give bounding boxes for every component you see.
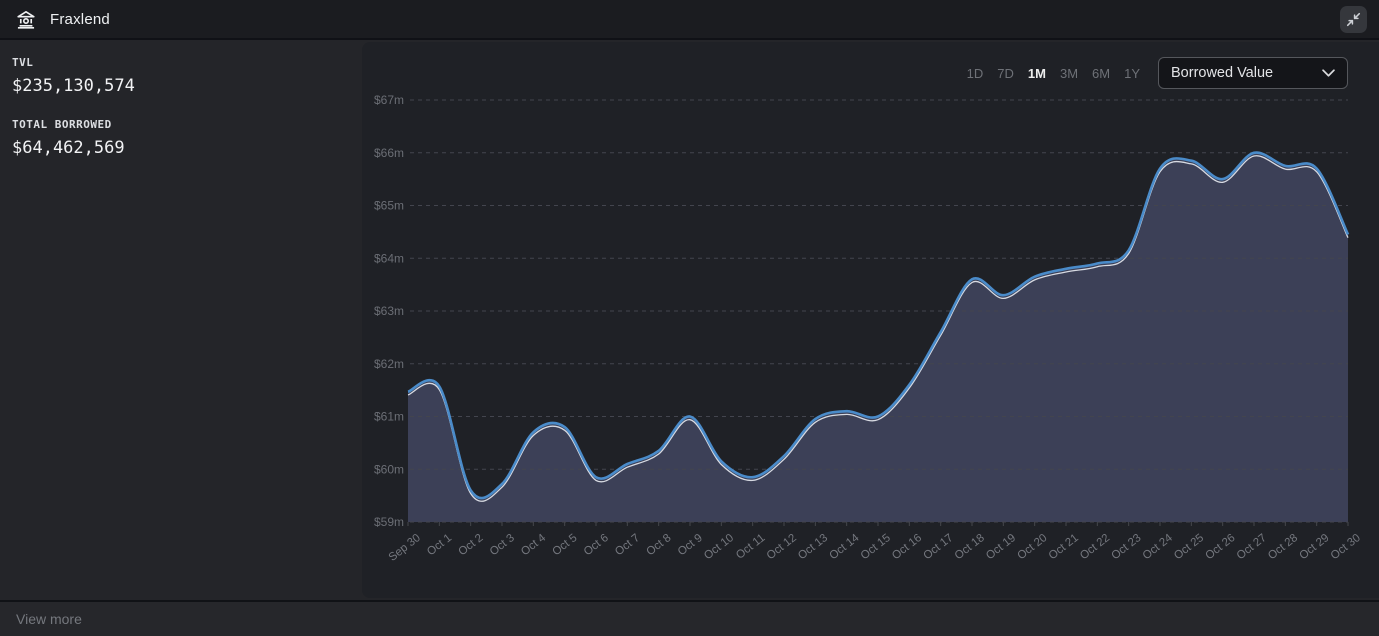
x-axis-label: Oct 19: [984, 532, 1018, 562]
x-axis-label: Oct 20: [1015, 532, 1049, 562]
range-selector: 1D 7D 1M 3M 6M 1Y: [967, 66, 1140, 81]
y-axis-label: $63m: [374, 304, 404, 318]
y-axis-label: $64m: [374, 251, 404, 265]
x-axis-label: Oct 1: [425, 532, 454, 558]
chart-line-primary: [407, 151, 1350, 500]
range-button-6m[interactable]: 6M: [1092, 65, 1111, 81]
view-more-button[interactable]: View more: [16, 611, 82, 627]
x-axis-label: Oct 27: [1235, 532, 1269, 562]
chevron-down-icon: [1322, 69, 1335, 77]
x-axis-label: Oct 24: [1141, 532, 1176, 563]
range-button-7d[interactable]: 7D: [997, 65, 1014, 81]
y-axis-label: $67m: [374, 93, 404, 107]
y-axis-label: $59m: [374, 515, 404, 529]
x-axis-label: Oct 7: [613, 532, 642, 558]
bank-icon: [14, 8, 38, 30]
page-title: Fraxlend: [50, 10, 110, 28]
x-axis-label: Oct 3: [488, 532, 517, 558]
x-axis-label: Oct 4: [519, 532, 549, 559]
x-axis-label: Oct 12: [765, 532, 799, 562]
stat-tvl: TVL $235,130,574: [12, 56, 350, 96]
x-axis-label: Oct 18: [953, 532, 987, 562]
y-axis-label: $66m: [374, 146, 404, 160]
x-axis-label: Oct 2: [456, 532, 485, 558]
collapse-icon: [1346, 12, 1361, 26]
chart-controls: 1D 7D 1M 3M 6M 1Y Borrowed Value: [967, 57, 1348, 89]
x-axis-label: Oct 30: [1329, 532, 1363, 562]
x-axis-label: Oct 26: [1203, 532, 1237, 562]
x-axis-label: Oct 17: [921, 532, 955, 562]
x-axis-label: Oct 6: [582, 532, 611, 558]
x-axis-label: Oct 13: [796, 532, 830, 562]
x-axis-label: Oct 8: [644, 532, 673, 558]
x-axis-label: Sep 30: [387, 532, 423, 564]
x-axis-label: Oct 9: [676, 532, 705, 558]
x-axis-label: Oct 5: [550, 532, 579, 558]
collapse-button[interactable]: [1340, 5, 1367, 33]
x-axis-label: Oct 14: [827, 532, 862, 563]
x-axis-label: Oct 16: [890, 532, 924, 562]
stat-total-borrowed-label: TOTAL BORROWED: [12, 118, 112, 131]
app-header: Fraxlend: [0, 0, 1379, 40]
stat-total-borrowed: TOTAL BORROWED $64,462,569: [12, 118, 350, 158]
x-axis-label: Oct 11: [734, 532, 767, 562]
stats-panel: TVL $235,130,574 TOTAL BORROWED $64,462,…: [0, 42, 362, 598]
x-axis-label: Oct 10: [702, 532, 736, 562]
stat-total-borrowed-value: $64,462,569: [12, 138, 125, 158]
y-axis-label: $62m: [374, 357, 404, 371]
stat-tvl-label: TVL: [12, 56, 34, 69]
range-button-3m[interactable]: 3M: [1059, 65, 1079, 81]
metric-dropdown[interactable]: Borrowed Value: [1158, 57, 1348, 89]
stat-tvl-value: $235,130,574: [12, 76, 135, 96]
y-axis-label: $65m: [374, 199, 404, 213]
y-axis-label: $61m: [374, 410, 404, 424]
footer-bar: View more: [0, 600, 1379, 636]
range-button-1m[interactable]: 1M: [1027, 65, 1046, 81]
borrowed-value-chart[interactable]: $59m $60m $61m $62m $63m $64m $65m $66m $67m Sep …: [362, 42, 1379, 598]
range-button-1d[interactable]: 1D: [966, 65, 984, 81]
y-axis-label: $60m: [374, 462, 404, 476]
x-axis-label: Oct 28: [1266, 532, 1300, 562]
x-axis-label: Oct 21: [1047, 532, 1081, 562]
chart-panel: $59m $60m $61m $62m $63m $64m $65m $66m $67m Sep …: [362, 42, 1379, 598]
metric-dropdown-value: Borrowed Value: [1171, 65, 1274, 81]
x-axis-label: Oct 22: [1078, 532, 1112, 562]
x-axis-label: Oct 15: [859, 532, 893, 562]
x-axis-label: Oct 25: [1172, 532, 1206, 562]
range-button-1y[interactable]: 1Y: [1124, 65, 1140, 81]
x-axis-label: Oct 29: [1297, 532, 1331, 562]
chart-line-secondary: [407, 155, 1349, 502]
x-axis-label: Oct 23: [1109, 532, 1143, 562]
chart-area-fill: [408, 152, 1348, 522]
